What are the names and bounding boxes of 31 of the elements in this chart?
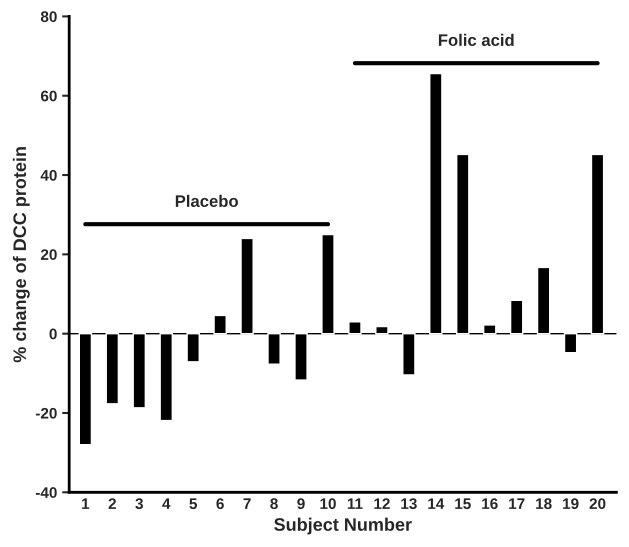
x-tick-label: 4: [162, 498, 170, 509]
x-tick-label: 13: [401, 498, 417, 510]
x-tick-label: 17: [509, 498, 525, 509]
x-tick-label: 19: [563, 498, 579, 510]
y-tick-label: 60: [40, 90, 57, 102]
x-tick-label: 7: [244, 498, 251, 509]
x-tick-label: 11: [348, 498, 363, 509]
y-tick-label: 40: [40, 170, 57, 181]
x-tick-label: 1: [82, 498, 90, 509]
x-tick-label: 10: [320, 498, 336, 510]
y-tick-label: 80: [40, 11, 57, 22]
series-label: Folic acid: [438, 34, 514, 46]
series-label: Placebo: [176, 194, 238, 208]
y-axis-title: % change of DCC protein: [12, 147, 30, 362]
x-tick-label: 15: [455, 498, 471, 510]
x-tick-label: 12: [374, 498, 390, 509]
x-tick-label: 16: [482, 498, 498, 510]
y-tick-label: -20: [36, 408, 57, 419]
x-tick-label: 6: [216, 498, 224, 510]
x-tick-label: 3: [135, 498, 143, 510]
y-tick-label: -40: [36, 487, 57, 498]
x-tick-label: 8: [270, 498, 278, 510]
x-tick-label: 2: [108, 498, 116, 509]
x-tick-label: 14: [428, 498, 444, 509]
x-tick-label: 9: [297, 498, 305, 510]
y-tick-label: 0: [49, 328, 57, 340]
x-axis-title: Subject Number: [274, 518, 412, 534]
x-tick-label: 20: [590, 498, 606, 510]
x-tick-label: 5: [189, 498, 198, 510]
x-tick-label: 18: [536, 498, 552, 510]
y-tick-label: 20: [40, 249, 57, 260]
